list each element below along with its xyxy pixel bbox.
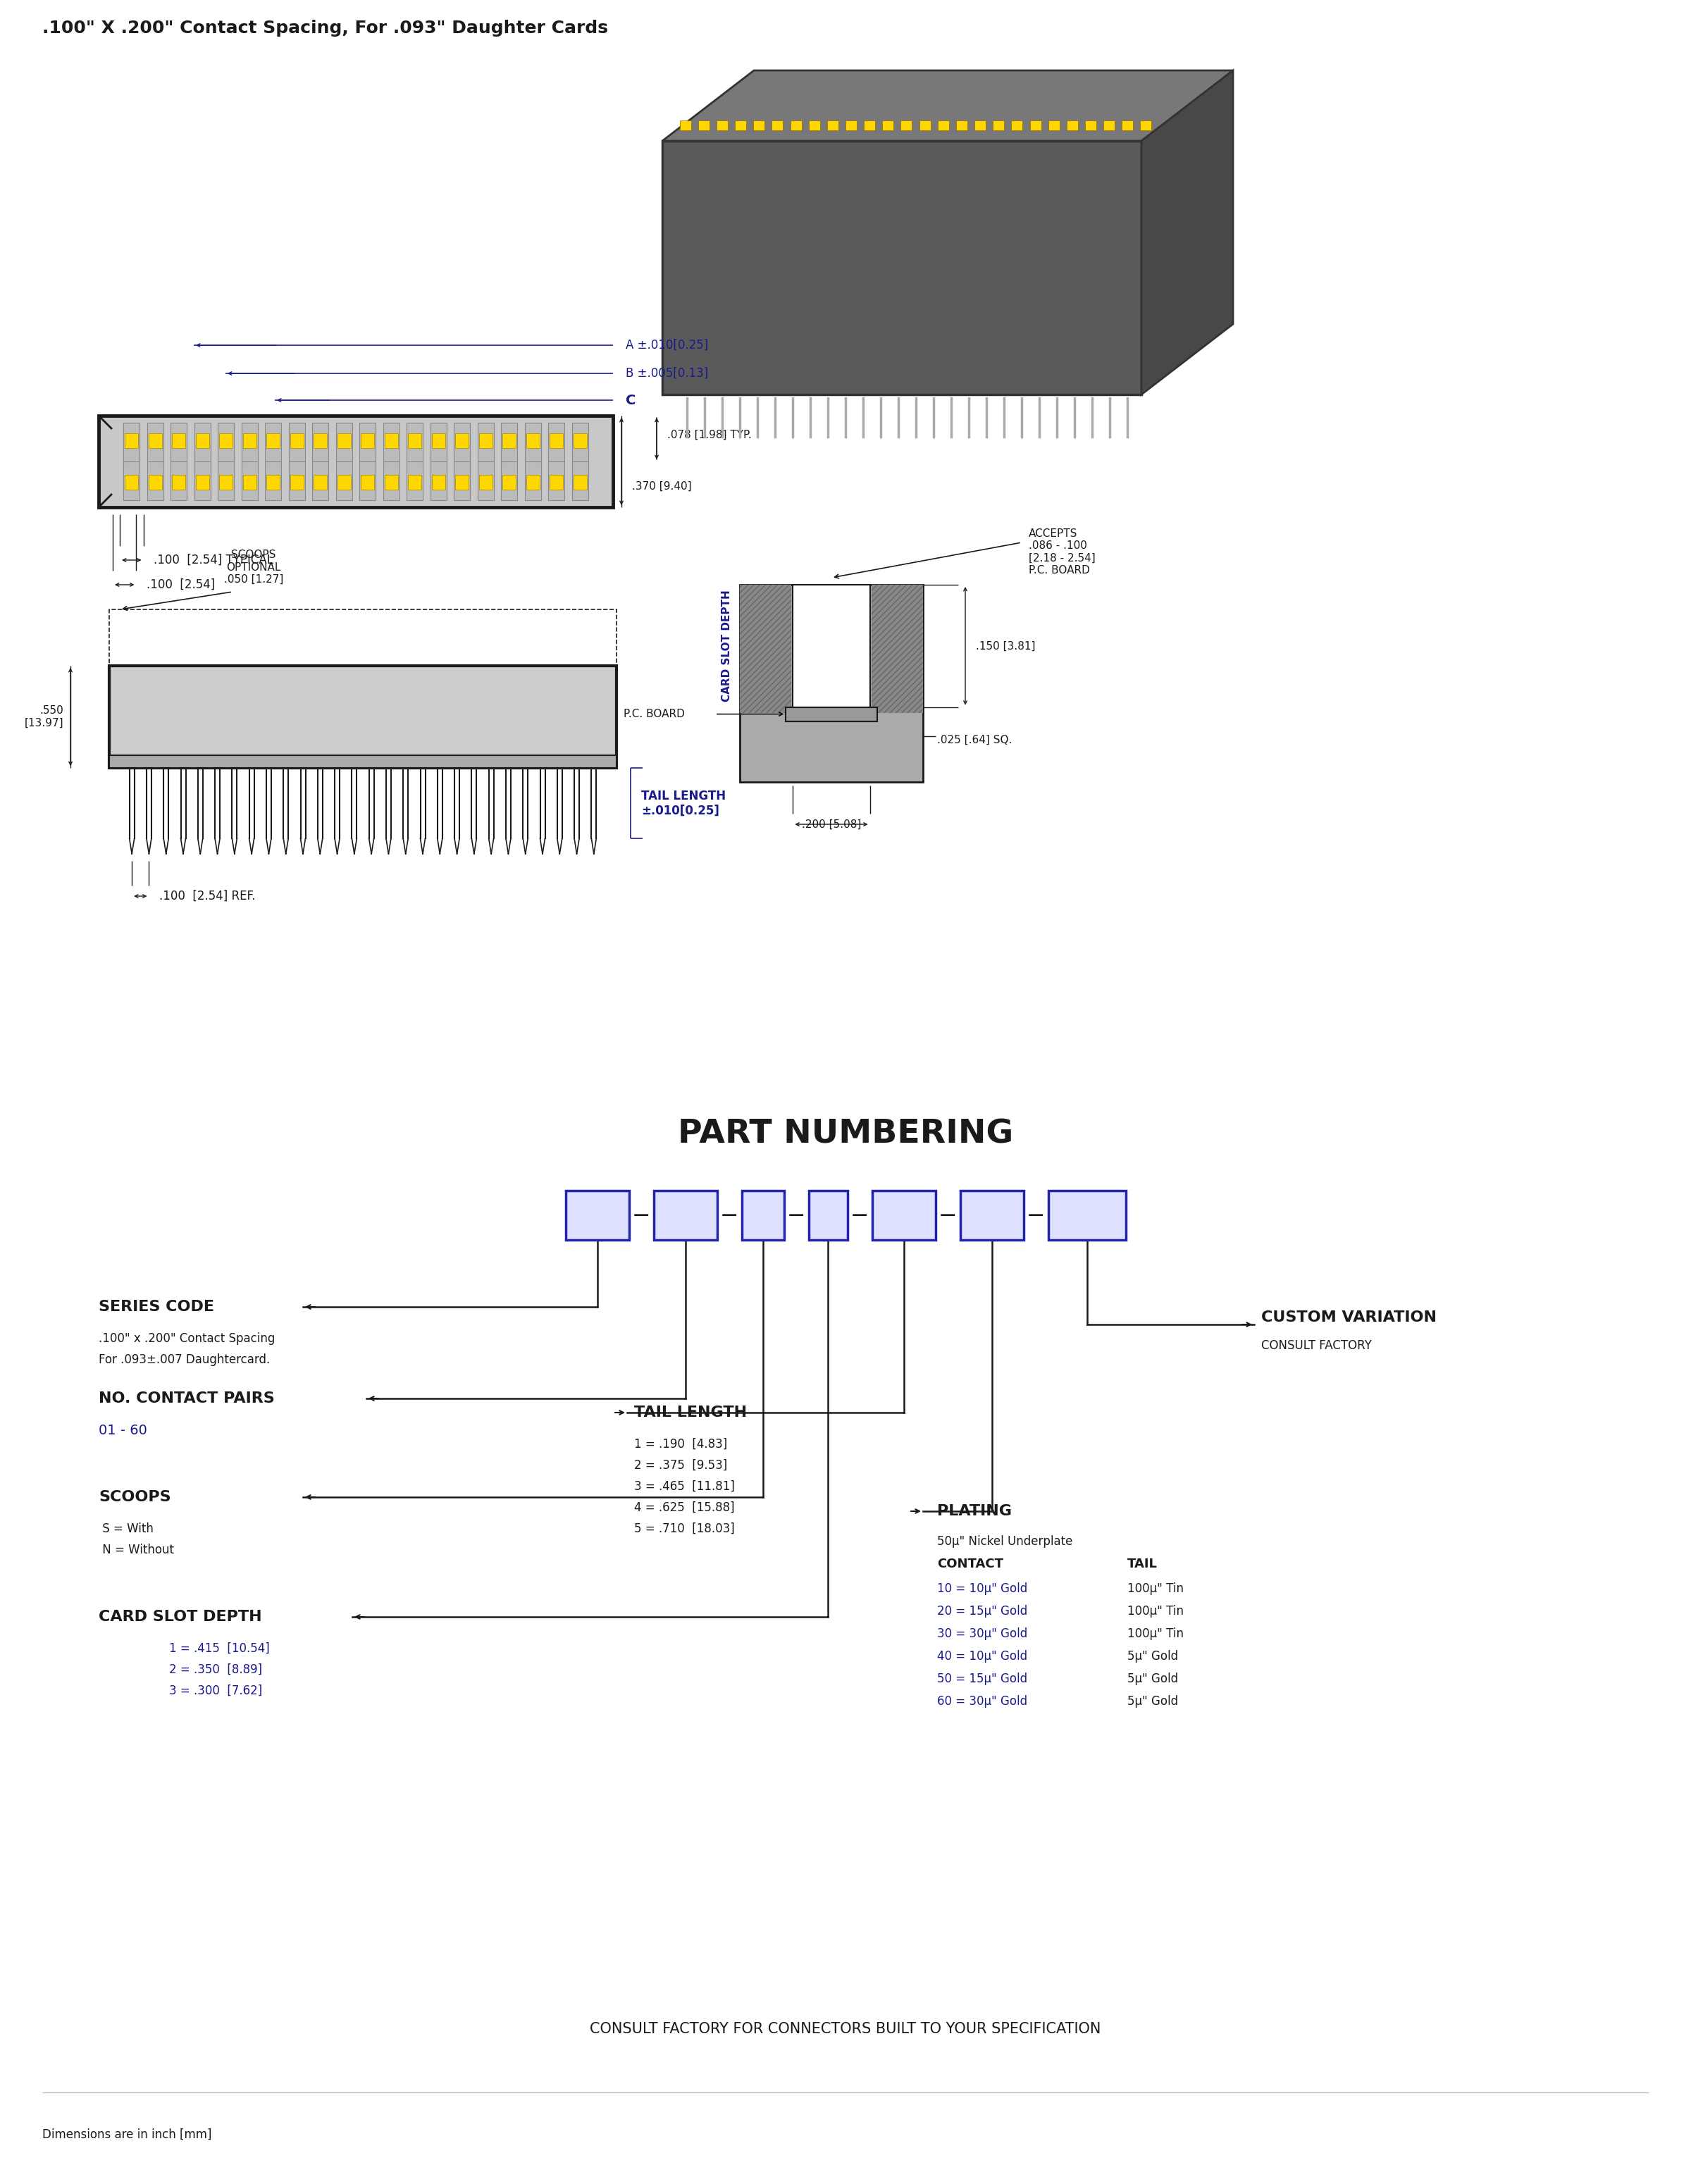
- Bar: [993, 120, 1004, 131]
- Bar: [548, 461, 565, 500]
- Text: CARD SLOT DEPTH: CARD SLOT DEPTH: [722, 590, 732, 701]
- Text: 5µ" Gold: 5µ" Gold: [1128, 1695, 1179, 1708]
- Bar: [430, 461, 446, 500]
- Bar: [883, 120, 893, 131]
- Bar: [384, 432, 397, 448]
- Text: 5 = .710  [18.03]: 5 = .710 [18.03]: [634, 1522, 734, 1535]
- Bar: [455, 432, 468, 448]
- Bar: [790, 120, 802, 131]
- Text: CUSTOM VARIATION: CUSTOM VARIATION: [1261, 1310, 1437, 1324]
- Text: PART NUMBERING: PART NUMBERING: [678, 1118, 1013, 1151]
- Bar: [430, 424, 446, 461]
- Text: 4 = .625  [15.88]: 4 = .625 [15.88]: [634, 1500, 734, 1514]
- Bar: [406, 424, 423, 461]
- Bar: [572, 461, 588, 500]
- Bar: [149, 432, 162, 448]
- Text: .100" X .200" Contact Spacing, For .093" Daughter Cards: .100" X .200" Contact Spacing, For .093"…: [42, 20, 609, 37]
- FancyBboxPatch shape: [960, 1190, 1023, 1241]
- Text: 5µ" Gold: 5µ" Gold: [1128, 1673, 1179, 1686]
- Text: —: —: [634, 1208, 649, 1223]
- Bar: [123, 424, 140, 461]
- Bar: [244, 432, 257, 448]
- Text: 50 = 15µ" Gold: 50 = 15µ" Gold: [937, 1673, 1028, 1686]
- Text: P.C. BOARD: P.C. BOARD: [624, 710, 685, 719]
- Bar: [1030, 120, 1042, 131]
- Text: —: —: [940, 1208, 955, 1223]
- Text: 1: 1: [822, 1208, 834, 1223]
- Text: 50µ" Nickel Underplate: 50µ" Nickel Underplate: [937, 1535, 1072, 1548]
- Bar: [698, 120, 709, 131]
- Bar: [196, 474, 210, 489]
- Bar: [338, 432, 350, 448]
- Bar: [455, 474, 468, 489]
- Text: XXX: XXX: [1069, 1208, 1104, 1223]
- Text: 10 = 10µ" Gold: 10 = 10µ" Gold: [937, 1583, 1028, 1594]
- Bar: [382, 424, 399, 461]
- Bar: [110, 609, 617, 666]
- Text: TAIL: TAIL: [1128, 1557, 1158, 1570]
- Bar: [110, 756, 617, 769]
- Text: XX: XX: [673, 1208, 697, 1223]
- Bar: [477, 424, 494, 461]
- Bar: [360, 424, 375, 461]
- Bar: [1104, 120, 1114, 131]
- Text: .100  [2.54]: .100 [2.54]: [147, 579, 215, 592]
- Text: CONTACT: CONTACT: [937, 1557, 1003, 1570]
- Bar: [502, 432, 516, 448]
- Text: TAIL LENGTH: TAIL LENGTH: [634, 1406, 747, 1420]
- Text: 100µ" Tin: 100µ" Tin: [1128, 1627, 1184, 1640]
- Polygon shape: [663, 70, 1233, 142]
- Text: CONSULT FACTORY: CONSULT FACTORY: [1261, 1339, 1371, 1352]
- Bar: [479, 432, 492, 448]
- Bar: [110, 666, 617, 769]
- Text: 01 - 60: 01 - 60: [98, 1424, 147, 1437]
- Text: XX: XX: [979, 1208, 1004, 1223]
- Bar: [524, 461, 541, 500]
- Text: —: —: [722, 1208, 737, 1223]
- Bar: [220, 432, 233, 448]
- Bar: [1140, 120, 1152, 131]
- Bar: [453, 461, 470, 500]
- FancyBboxPatch shape: [1048, 1190, 1126, 1241]
- Bar: [147, 424, 164, 461]
- Bar: [717, 120, 727, 131]
- Text: S = With: S = With: [98, 1522, 154, 1535]
- Bar: [1121, 120, 1133, 131]
- Text: .100  [2.54] REF.: .100 [2.54] REF.: [159, 889, 255, 902]
- Bar: [752, 120, 764, 131]
- Text: 1 = .190  [4.83]: 1 = .190 [4.83]: [634, 1437, 727, 1450]
- Text: 20 = 15µ" Gold: 20 = 15µ" Gold: [937, 1605, 1028, 1618]
- Text: X: X: [756, 1208, 769, 1223]
- Text: ACCEPTS
.086 - .100
[2.18 - 2.54]
P.C. BOARD: ACCEPTS .086 - .100 [2.18 - 2.54] P.C. B…: [1028, 529, 1096, 577]
- Bar: [864, 120, 876, 131]
- Bar: [98, 415, 614, 507]
- Bar: [741, 585, 791, 712]
- Bar: [871, 585, 923, 712]
- Bar: [244, 474, 257, 489]
- Bar: [548, 424, 565, 461]
- Bar: [1048, 120, 1060, 131]
- Text: NO. CONTACT PAIRS: NO. CONTACT PAIRS: [98, 1391, 274, 1406]
- Text: For .093±.007 Daughtercard.: For .093±.007 Daughtercard.: [98, 1354, 271, 1365]
- Bar: [172, 432, 186, 448]
- Bar: [196, 432, 210, 448]
- Text: —: —: [1028, 1208, 1043, 1223]
- Text: CARD SLOT DEPTH: CARD SLOT DEPTH: [98, 1610, 262, 1625]
- Text: .550
[13.97]: .550 [13.97]: [24, 705, 64, 727]
- Bar: [291, 432, 303, 448]
- Bar: [793, 585, 869, 708]
- Text: .150 [3.81]: .150 [3.81]: [976, 640, 1035, 651]
- Bar: [526, 474, 539, 489]
- Bar: [406, 461, 423, 500]
- Bar: [218, 461, 235, 500]
- Bar: [147, 461, 164, 500]
- FancyBboxPatch shape: [565, 1190, 629, 1241]
- Bar: [265, 461, 281, 500]
- Bar: [289, 461, 304, 500]
- Text: 1 = .415  [10.54]: 1 = .415 [10.54]: [169, 1642, 269, 1655]
- Bar: [242, 461, 257, 500]
- Text: A ±.010[0.25]: A ±.010[0.25]: [626, 339, 709, 352]
- Bar: [313, 461, 328, 500]
- Bar: [502, 474, 516, 489]
- Text: B ±.005[0.13]: B ±.005[0.13]: [626, 367, 709, 380]
